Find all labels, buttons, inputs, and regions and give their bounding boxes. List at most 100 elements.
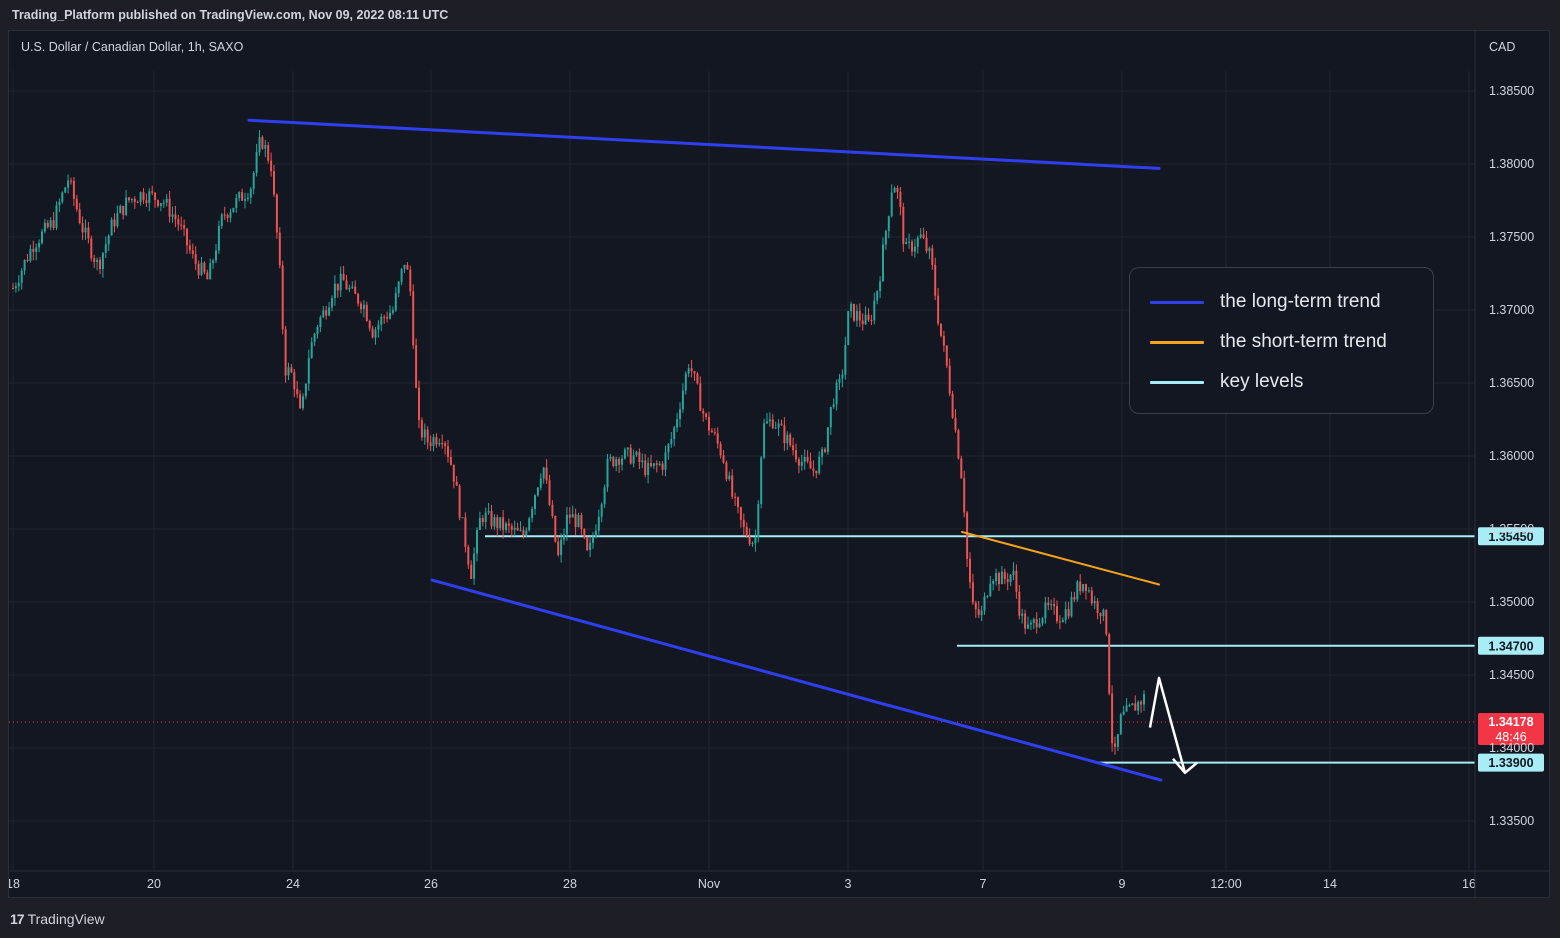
candle-body <box>104 244 107 253</box>
candle-body <box>844 345 847 375</box>
candle-body <box>757 504 760 538</box>
candle-body <box>345 280 348 290</box>
legend-item-short-term: the short-term trend <box>1150 330 1387 354</box>
candle-body <box>70 180 72 182</box>
candle-body <box>1029 622 1032 625</box>
candle-body <box>116 213 119 227</box>
candle-body <box>1114 743 1116 747</box>
candle-body <box>197 263 200 275</box>
candle-body <box>1119 714 1122 735</box>
candle-body <box>35 247 38 252</box>
legend-label-short-term: the short-term trend <box>1220 331 1387 352</box>
candle-body <box>986 595 989 597</box>
candle-body <box>507 523 510 526</box>
candle-body <box>75 198 78 210</box>
candle-body <box>238 192 241 198</box>
candle-body <box>484 512 487 522</box>
candle-body <box>783 425 786 444</box>
legend-swatch-key-levels <box>1150 380 1204 384</box>
trend-legend: the long-term trend the short-term trend… <box>1129 267 1434 414</box>
candle-body <box>328 307 331 316</box>
candle-body <box>725 462 728 480</box>
candle-body <box>212 260 215 264</box>
candle-body <box>1067 609 1070 617</box>
candle-body <box>191 250 194 255</box>
candle-body <box>304 383 307 397</box>
candle-body <box>209 263 212 280</box>
candle-body <box>1093 601 1096 604</box>
candle-body <box>188 245 191 251</box>
candle-body <box>867 314 870 320</box>
candle-body <box>461 517 464 519</box>
candle-body <box>998 573 1000 585</box>
candle-body <box>644 460 647 475</box>
candle-body <box>742 519 745 527</box>
candle-body <box>348 287 351 290</box>
y-tick-label: 1.34500 <box>1489 668 1534 682</box>
candle-body <box>1053 604 1056 607</box>
candle-body <box>571 514 574 518</box>
candle-body <box>264 145 267 149</box>
candle-body <box>1012 570 1015 575</box>
candle-body <box>151 191 154 193</box>
candle-body <box>771 419 774 428</box>
candle-body <box>594 530 597 537</box>
candle-body <box>145 200 148 204</box>
candle-body <box>1000 571 1003 585</box>
candle-body <box>1105 609 1108 635</box>
candle-body <box>226 214 229 218</box>
candle-body <box>942 335 945 346</box>
candle-body <box>786 434 789 444</box>
tradingview-logo[interactable]: 17 TradingView <box>10 910 105 928</box>
header-bar: Trading_Platform published on TradingVie… <box>0 0 1560 30</box>
candle-body <box>960 458 963 479</box>
candle-body <box>1125 705 1128 712</box>
candle-body <box>426 429 429 443</box>
candle-body <box>699 383 702 411</box>
candle-body <box>374 329 377 338</box>
candle-body <box>934 264 937 296</box>
chart-panel[interactable]: 1.35450 1.34700 1.33900 1.34178 48:46 1.3850… <box>8 30 1550 898</box>
candle-body <box>447 446 449 457</box>
candle-body <box>49 220 52 228</box>
x-tick-label: 28 <box>563 877 577 891</box>
candle-body <box>55 205 58 229</box>
candle-body <box>467 546 470 565</box>
candle-body <box>389 312 391 319</box>
y-tick-label: 1.36500 <box>1489 376 1534 390</box>
candle-body <box>1035 619 1038 628</box>
candle-body <box>331 298 333 308</box>
candle-body <box>1102 609 1105 617</box>
candle-body <box>217 225 220 251</box>
candle-body <box>969 558 971 583</box>
candle-body <box>435 437 438 445</box>
candle-body <box>563 534 565 540</box>
candle-body <box>1079 581 1082 592</box>
candle-body <box>766 421 768 424</box>
candle-body <box>61 192 64 202</box>
candle-body <box>542 467 545 479</box>
candle-body <box>989 583 992 596</box>
candle-body <box>995 573 998 581</box>
candle-body <box>621 458 623 465</box>
candle-body <box>133 198 136 202</box>
candle-body <box>629 447 632 464</box>
candle-body <box>32 248 35 252</box>
candle-body <box>545 467 548 481</box>
candle-body <box>93 258 96 262</box>
candle-body <box>716 433 719 444</box>
candle-body <box>299 394 302 409</box>
candle-body <box>592 536 594 543</box>
candle-body <box>647 463 650 475</box>
candle-body <box>72 180 75 199</box>
candle-body <box>235 197 238 208</box>
candle-body <box>333 283 336 299</box>
candle-body <box>864 314 867 325</box>
candle-body <box>768 419 771 422</box>
candle-body <box>139 192 142 203</box>
x-tick-label: 26 <box>424 877 438 891</box>
candle-body <box>777 423 780 428</box>
candle-body <box>884 231 887 245</box>
candle-body <box>1096 601 1099 613</box>
